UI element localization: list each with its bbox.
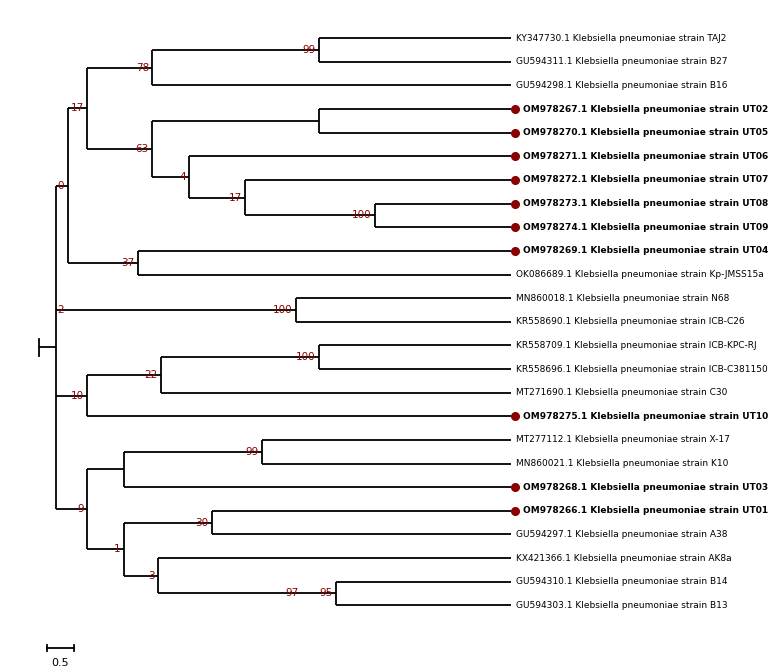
Text: KX421366.1 Klebsiella pneumoniae strain AK8a: KX421366.1 Klebsiella pneumoniae strain … <box>516 554 732 562</box>
Text: OK086689.1 Klebsiella pneumoniae strain Kp-JMSS15a: OK086689.1 Klebsiella pneumoniae strain … <box>516 270 764 279</box>
Text: MN860018.1 Klebsiella pneumoniae strain N68: MN860018.1 Klebsiella pneumoniae strain … <box>516 294 730 303</box>
Text: GU594311.1 Klebsiella pneumoniae strain B27: GU594311.1 Klebsiella pneumoniae strain … <box>516 57 728 66</box>
Text: GU594310.1 Klebsiella pneumoniae strain B14: GU594310.1 Klebsiella pneumoniae strain … <box>516 577 728 586</box>
Text: 1: 1 <box>114 544 121 554</box>
Text: 63: 63 <box>136 144 149 154</box>
Text: 22: 22 <box>144 370 157 380</box>
Text: OM978269.1 Klebsiella pneumoniae strain UT04: OM978269.1 Klebsiella pneumoniae strain … <box>523 246 769 256</box>
Text: 2: 2 <box>58 305 65 315</box>
Text: 3: 3 <box>148 571 154 581</box>
Text: OM978272.1 Klebsiella pneumoniae strain UT07: OM978272.1 Klebsiella pneumoniae strain … <box>523 176 769 185</box>
Text: 99: 99 <box>245 447 259 457</box>
Text: KR558690.1 Klebsiella pneumoniae strain ICB-C26: KR558690.1 Klebsiella pneumoniae strain … <box>516 317 745 326</box>
Text: MT277112.1 Klebsiella pneumoniae strain X-17: MT277112.1 Klebsiella pneumoniae strain … <box>516 435 730 444</box>
Text: 9: 9 <box>77 505 84 514</box>
Text: OM978266.1 Klebsiella pneumoniae strain UT01: OM978266.1 Klebsiella pneumoniae strain … <box>523 507 768 515</box>
Text: 99: 99 <box>302 45 315 55</box>
Text: 0: 0 <box>58 180 65 191</box>
Text: KR558696.1 Klebsiella pneumoniae strain ICB-C381150: KR558696.1 Klebsiella pneumoniae strain … <box>516 364 768 374</box>
Text: OM978270.1 Klebsiella pneumoniae strain UT05: OM978270.1 Klebsiella pneumoniae strain … <box>523 128 768 138</box>
Text: KY347730.1 Klebsiella pneumoniae strain TAJ2: KY347730.1 Klebsiella pneumoniae strain … <box>516 34 727 43</box>
Text: 100: 100 <box>352 211 372 221</box>
Text: 97: 97 <box>285 588 298 599</box>
Text: GU594298.1 Klebsiella pneumoniae strain B16: GU594298.1 Klebsiella pneumoniae strain … <box>516 81 728 90</box>
Text: 100: 100 <box>273 305 293 315</box>
Text: 17: 17 <box>71 103 84 113</box>
Text: OM978271.1 Klebsiella pneumoniae strain UT06: OM978271.1 Klebsiella pneumoniae strain … <box>523 152 768 161</box>
Text: OM978267.1 Klebsiella pneumoniae strain UT02: OM978267.1 Klebsiella pneumoniae strain … <box>523 105 768 113</box>
Text: 0.5: 0.5 <box>51 658 69 668</box>
Text: 37: 37 <box>122 258 135 268</box>
Text: OM978268.1 Klebsiella pneumoniae strain UT03: OM978268.1 Klebsiella pneumoniae strain … <box>523 482 768 492</box>
Text: MN860021.1 Klebsiella pneumoniae strain K10: MN860021.1 Klebsiella pneumoniae strain … <box>516 459 728 468</box>
Text: 10: 10 <box>71 391 84 401</box>
Text: 78: 78 <box>136 63 149 72</box>
Text: 4: 4 <box>179 172 185 182</box>
Text: 95: 95 <box>319 588 333 599</box>
Text: OM978274.1 Klebsiella pneumoniae strain UT09: OM978274.1 Klebsiella pneumoniae strain … <box>523 223 769 231</box>
Text: MT271690.1 Klebsiella pneumoniae strain C30: MT271690.1 Klebsiella pneumoniae strain … <box>516 388 728 397</box>
Text: GU594303.1 Klebsiella pneumoniae strain B13: GU594303.1 Klebsiella pneumoniae strain … <box>516 601 728 610</box>
Text: GU594297.1 Klebsiella pneumoniae strain A38: GU594297.1 Klebsiella pneumoniae strain … <box>516 530 728 539</box>
Text: KR558709.1 Klebsiella pneumoniae strain ICB-KPC-RJ: KR558709.1 Klebsiella pneumoniae strain … <box>516 341 757 350</box>
Text: OM978273.1 Klebsiella pneumoniae strain UT08: OM978273.1 Klebsiella pneumoniae strain … <box>523 199 768 208</box>
Text: 100: 100 <box>296 352 315 362</box>
Text: 30: 30 <box>195 517 208 527</box>
Text: 17: 17 <box>229 193 242 203</box>
Text: OM978275.1 Klebsiella pneumoniae strain UT10: OM978275.1 Klebsiella pneumoniae strain … <box>523 412 768 421</box>
